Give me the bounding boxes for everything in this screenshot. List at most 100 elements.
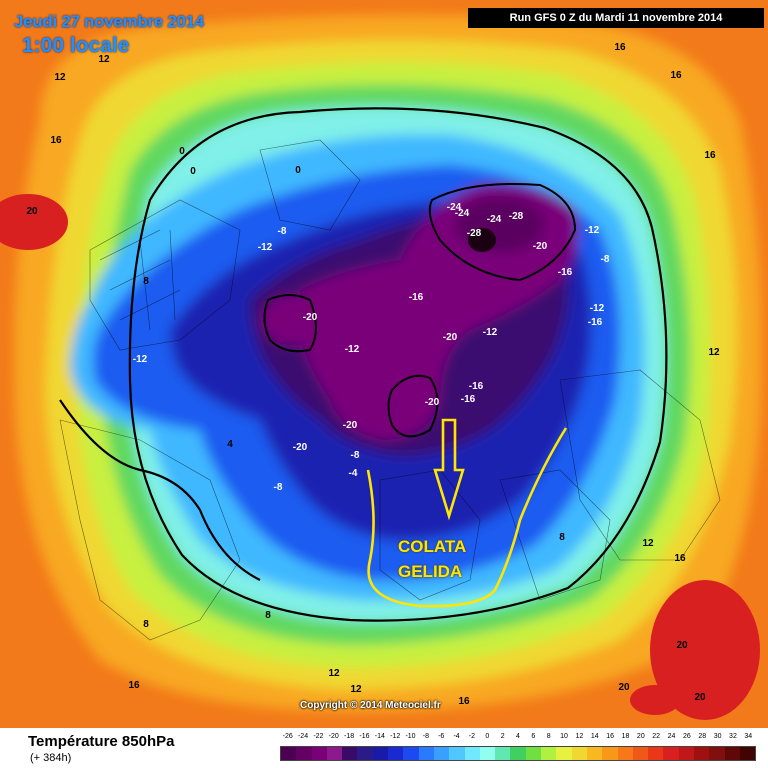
legend-value: -4: [453, 733, 460, 740]
legend-swatch: [311, 747, 327, 760]
legend-swatch: [418, 747, 434, 760]
legend-value: 12: [575, 733, 584, 740]
legend-value: -2: [468, 733, 476, 740]
legend-value: 6: [531, 733, 536, 740]
colata-bracket: [366, 427, 568, 608]
contour-label: -16: [461, 394, 476, 405]
contour-label: -24: [455, 208, 470, 219]
contour-label: -12: [483, 327, 498, 338]
contour-label: -24: [487, 214, 502, 225]
contour-label: -28: [467, 228, 482, 239]
zone-minus20-west: [262, 295, 318, 345]
legend-value: 14: [590, 733, 599, 740]
contour-label: -20: [443, 332, 458, 343]
contour-label: 8: [143, 619, 149, 630]
legend-swatch: [663, 747, 679, 760]
legend-swatch: [586, 747, 603, 760]
legend-swatch: [281, 747, 297, 760]
legend-value: -20: [328, 733, 339, 740]
footer-subtitle: (+ 384h): [30, 752, 72, 764]
legend-swatch: [326, 747, 343, 760]
legend-value: -16: [359, 733, 370, 740]
hot-spot-west: [0, 194, 68, 250]
legend-swatch: [648, 747, 664, 760]
legend-swatch: [357, 747, 373, 760]
contour-label: 12: [642, 538, 654, 549]
legend-value: 10: [560, 733, 568, 740]
legend-swatch: [525, 747, 542, 760]
legend-swatch: [464, 747, 480, 760]
contour-label: -16: [558, 267, 573, 278]
contour-label: -16: [588, 317, 603, 328]
contour-label: 16: [674, 553, 686, 564]
forecast-time: 1:00 locale: [22, 34, 130, 57]
contour-label: -12: [585, 225, 600, 236]
contour-label: -20: [343, 420, 358, 431]
legend-swatch: [433, 747, 450, 760]
legend-value: 28: [698, 733, 707, 740]
legend-swatch: [632, 747, 649, 760]
contour-label: -28: [509, 211, 524, 222]
hot-spot-east: [650, 580, 760, 720]
annotation-line2: GELIDA: [398, 562, 463, 581]
contour-label: 12: [350, 684, 362, 695]
legend-swatch: [694, 747, 710, 760]
legend-value: -8: [422, 733, 429, 740]
contour-label: -20: [293, 442, 308, 453]
contour-label: 16: [50, 135, 62, 146]
legend-swatch: [372, 747, 389, 760]
legend-value: 8: [546, 733, 551, 740]
contour-label: 16: [128, 680, 140, 691]
contour-label: 20: [618, 682, 630, 693]
legend-value: -18: [344, 733, 355, 740]
contour-label: -12: [345, 344, 360, 355]
cold-core: [468, 228, 496, 252]
contour-label: -16: [469, 381, 484, 392]
legend-bar: [280, 746, 756, 761]
legend-value: 20: [636, 733, 645, 740]
legend-swatch: [449, 747, 465, 760]
contour-label: 20: [694, 692, 706, 703]
legend-value: 34: [744, 733, 753, 740]
contour-label: 16: [458, 696, 470, 707]
legend-swatch: [495, 747, 511, 760]
annotation-line1: COLATA: [398, 537, 467, 556]
legend-value: 18: [621, 733, 630, 740]
legend-swatch: [678, 747, 695, 760]
contour-label: 12: [98, 54, 110, 65]
zone-minus24: [455, 197, 545, 253]
contour-label: -24: [447, 202, 462, 213]
contour-label: -20: [303, 312, 318, 323]
copyright: Copyright © 2014 Meteociel.fr: [300, 700, 441, 711]
legend-value: 24: [667, 733, 676, 740]
legend-value: -6: [438, 733, 445, 740]
contour-label: 20: [676, 640, 688, 651]
legend-swatch: [709, 747, 725, 760]
legend-swatch: [296, 747, 312, 760]
legend-swatch: [556, 747, 572, 760]
contour-label: 16: [614, 42, 626, 53]
contour-label: -8: [278, 226, 287, 237]
contour-label: 16: [704, 150, 716, 161]
legend-value: 26: [682, 733, 691, 740]
legend-swatch: [617, 747, 633, 760]
legend-labels: -26 -24 -22 -20 -18 -16 -14 -12 -10 -8 -6 -4 -2 0 2 4 6 8…: [280, 733, 756, 744]
isotherm-minus20: [263, 183, 577, 438]
legend-swatch: [571, 747, 587, 760]
contour-label: -20: [533, 241, 548, 252]
legend-value: -26: [282, 733, 293, 740]
legend-swatch: [403, 747, 419, 760]
legend-value: 4: [516, 733, 520, 740]
contour-label: 8: [265, 610, 271, 621]
legend-value: 32: [729, 733, 737, 740]
legend-swatch: [479, 747, 496, 760]
legend-swatch: [541, 747, 557, 760]
contour-label: -12: [590, 303, 605, 314]
legend-value: -24: [297, 733, 309, 740]
legend-swatch: [739, 747, 756, 760]
contour-label: -12: [133, 354, 148, 365]
legend-swatch: [724, 747, 740, 760]
legend-swatch: [342, 747, 358, 760]
contour-label: -8: [274, 482, 283, 493]
run-info: Run GFS 0 Z du Mardi 11 novembre 2014: [468, 8, 764, 28]
